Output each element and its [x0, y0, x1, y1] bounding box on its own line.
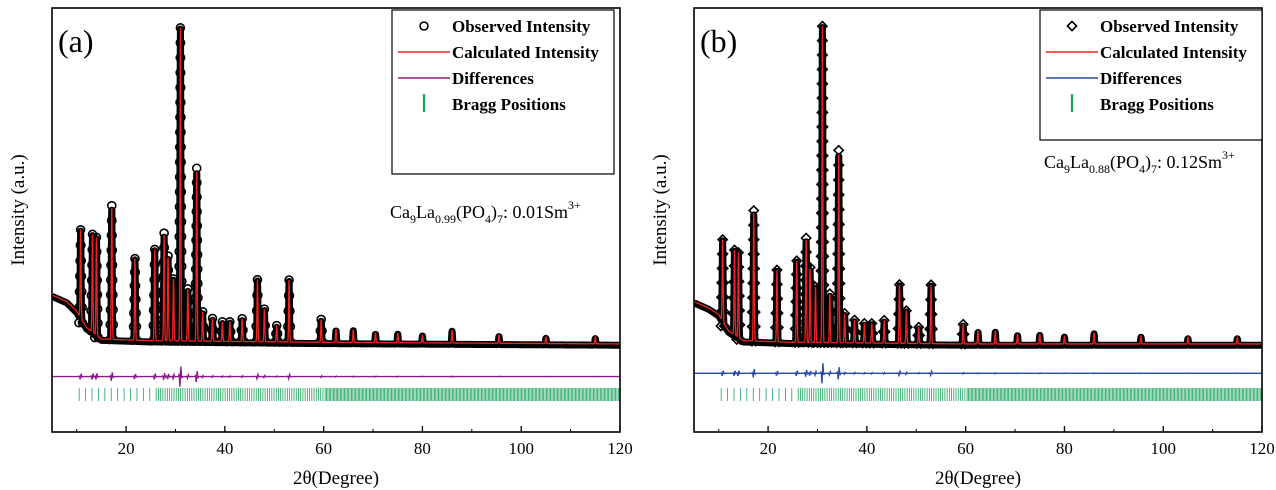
calculated-intensity-line	[52, 27, 620, 345]
difference-line	[694, 363, 1262, 384]
plot-area	[694, 20, 1262, 402]
x-tick-label-80: 80	[414, 439, 431, 458]
x-tick-label-40: 40	[858, 439, 875, 458]
formula-la: La	[1070, 152, 1089, 172]
observed-point-0-0-1	[718, 320, 731, 332]
y-axis-label: Intensity (a.u.)	[8, 154, 29, 265]
panel-label: (b)	[700, 23, 737, 59]
observed-point-2-0-1	[734, 333, 746, 346]
panel-b: 20 40 60 80 100 120 2θ(Degree) Intensity (a.u.)…	[650, 7, 1275, 489]
legend: Observed Intensity Calculated Intensity Di…	[391, 9, 615, 175]
calculated-intensity-line	[694, 26, 1262, 345]
panel-label: (a)	[58, 23, 94, 59]
formula-sub-la: 0.99	[435, 212, 456, 226]
x-tick-label-120: 120	[1249, 439, 1275, 458]
formula-paren: )	[1145, 152, 1151, 173]
legend-label-2: Differences	[452, 69, 534, 88]
composition-label: Ca9La0.99(PO4)7: 0.01Sm3+	[390, 198, 581, 226]
legend-label-1: Calculated Intensity	[452, 43, 599, 62]
legend: Observed Intensity Calculated Intensity Di…	[1039, 9, 1263, 141]
formula-sub-po: 4	[1139, 162, 1145, 176]
x-tick-label-100: 100	[1150, 439, 1176, 458]
formula-la: La	[416, 202, 435, 222]
formula-sm: : 0.12Sm	[1157, 152, 1222, 172]
legend-label-1: Calculated Intensity	[1100, 43, 1247, 62]
legend-label-3: Bragg Positions	[452, 95, 566, 114]
formula-sub-ca: 9	[410, 212, 416, 226]
formula-sm: : 0.01Sm	[503, 202, 568, 222]
x-axis-label: 2θ(Degree)	[935, 468, 1021, 489]
legend-marker-observed	[419, 21, 429, 31]
formula-sup-charge: 3+	[1222, 148, 1235, 162]
formula-sub-paren: 7	[497, 212, 503, 226]
x-tick-label-120: 120	[607, 439, 633, 458]
plot-area	[52, 23, 620, 402]
formula-sub-la: 0.88	[1089, 162, 1110, 176]
legend-box	[391, 9, 615, 175]
x-tick-label-80: 80	[1056, 439, 1073, 458]
x-tick-label-60: 60	[957, 439, 974, 458]
formula-ca: Ca	[390, 202, 410, 222]
formula-sub-po: 4	[485, 212, 491, 226]
formula-po: (PO	[456, 202, 485, 223]
x-tick-label-100: 100	[508, 439, 534, 458]
legend-box	[1039, 9, 1263, 141]
x-tick-label-20: 20	[760, 439, 777, 458]
difference-line	[52, 366, 620, 387]
legend-label-0: Observed Intensity	[452, 17, 591, 36]
x-tick-label-60: 60	[315, 439, 332, 458]
formula-paren: )	[491, 202, 497, 223]
formula-po: (PO	[1110, 152, 1139, 173]
composition-label: Ca9La0.88(PO4)7: 0.12Sm3+	[1044, 148, 1235, 176]
x-tick-label-20: 20	[118, 439, 135, 458]
x-tick-label-40: 40	[216, 439, 233, 458]
plot-frame	[51, 7, 621, 433]
legend-label-0: Observed Intensity	[1100, 17, 1239, 36]
formula-sub-paren: 7	[1151, 162, 1157, 176]
x-axis-label: 2θ(Degree)	[293, 468, 379, 489]
formula-sup-charge: 3+	[568, 198, 581, 212]
legend-label-2: Differences	[1100, 69, 1182, 88]
formula-sub-ca: 9	[1064, 162, 1070, 176]
plot-frame	[693, 7, 1263, 433]
panel-a: 20 40 60 80 100 120 2θ(Degree) Intensity (a.u.)…	[8, 7, 633, 489]
y-axis-label: Intensity (a.u.)	[650, 154, 671, 265]
legend-label-3: Bragg Positions	[1100, 95, 1214, 114]
legend-marker-observed	[1066, 20, 1078, 32]
formula-ca: Ca	[1044, 152, 1064, 172]
